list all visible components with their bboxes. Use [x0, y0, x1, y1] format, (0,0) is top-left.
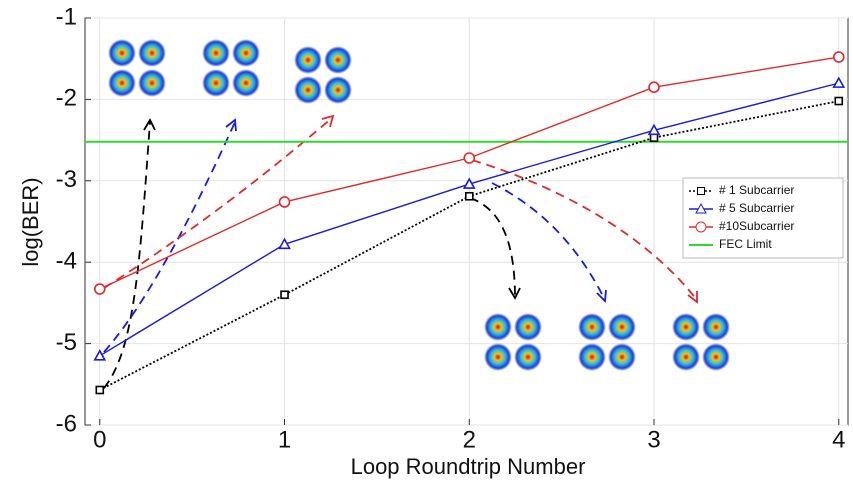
marker	[96, 386, 103, 393]
constellation-blob	[484, 313, 512, 341]
constellation-blob	[138, 69, 166, 97]
legend-label: #10Subcarrier	[719, 219, 794, 233]
constellation-inset	[672, 313, 730, 371]
x-axis-label: Loop Roundtrip Number	[351, 454, 586, 479]
legend-label: FEC Limit	[719, 237, 772, 251]
y-tick-label: -2	[56, 85, 77, 112]
constellation-blob	[108, 69, 136, 97]
constellation-blob	[672, 343, 700, 371]
x-tick-label: 3	[647, 426, 660, 453]
constellation-blob	[578, 343, 606, 371]
constellation-blob	[232, 69, 260, 97]
legend-label: # 5 Subcarrier	[719, 201, 794, 215]
constellation-blob	[202, 69, 230, 97]
marker	[834, 52, 844, 62]
constellation-blob	[324, 46, 352, 74]
constellation-blob	[138, 39, 166, 67]
constellation-blob	[702, 343, 730, 371]
constellation-inset	[578, 313, 636, 371]
marker	[95, 351, 105, 360]
x-tick-label: 2	[463, 426, 476, 453]
annotations	[104, 39, 730, 388]
constellation-blob	[324, 76, 352, 104]
constellation-inset	[294, 46, 352, 104]
x-tick-label: 4	[832, 426, 845, 453]
constellation-blob	[202, 39, 230, 67]
marker	[464, 153, 474, 163]
marker	[281, 291, 288, 298]
arrow-head	[144, 120, 155, 130]
constellation-inset	[484, 313, 542, 371]
y-axis-label: log(BER)	[18, 177, 43, 266]
x-tick-label: 1	[278, 426, 291, 453]
y-tick-label: -3	[56, 166, 77, 193]
annotation-arrow	[104, 122, 235, 352]
y-tick-label: -5	[56, 329, 77, 356]
y-tick-label: -6	[56, 410, 77, 437]
constellation-blob	[484, 343, 512, 371]
constellation-blob	[702, 313, 730, 341]
y-tick-label: -4	[56, 248, 77, 275]
constellation-inset	[108, 39, 166, 97]
marker	[835, 98, 842, 105]
page: {"chart_data": {"type": "line", "x_label…	[0, 0, 853, 486]
constellation-inset	[202, 39, 260, 97]
marker	[651, 134, 658, 141]
constellation-blob	[514, 343, 542, 371]
marker	[834, 78, 844, 87]
x-tick-label: 0	[93, 426, 106, 453]
constellation-blob	[672, 313, 700, 341]
constellation-blob	[294, 46, 322, 74]
y-tick-label: -1	[56, 3, 77, 30]
legend: # 1 Subcarrier # 5 Subcarrier #10Subcarrie…	[683, 178, 843, 258]
constellation-blob	[608, 313, 636, 341]
annotation-arrow	[470, 198, 515, 298]
marker	[280, 197, 290, 207]
chart: Loop Roundtrip Number log(BER) -1 -2 -3 -4 -…	[0, 0, 853, 486]
arrow-head	[688, 291, 697, 302]
constellation-blob	[578, 313, 606, 341]
constellation-blob	[232, 39, 260, 67]
constellation-blob	[514, 313, 542, 341]
constellation-blob	[294, 76, 322, 104]
constellation-blob	[608, 343, 636, 371]
constellation-blob	[108, 39, 136, 67]
legend-marker	[698, 188, 705, 195]
legend-marker	[696, 222, 706, 232]
marker	[95, 284, 105, 294]
annotation-arrow	[104, 122, 150, 388]
marker	[649, 82, 659, 92]
marker	[466, 193, 473, 200]
legend-label: # 1 Subcarrier	[719, 183, 794, 197]
